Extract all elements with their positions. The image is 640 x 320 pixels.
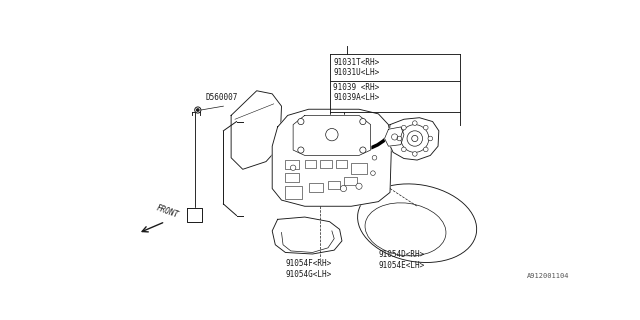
Text: 91054D<RH>
91054E<LH>: 91054D<RH> 91054E<LH> xyxy=(378,250,424,269)
Circle shape xyxy=(356,183,362,189)
Circle shape xyxy=(291,165,296,171)
Circle shape xyxy=(196,109,199,111)
Circle shape xyxy=(326,129,338,141)
Bar xyxy=(285,173,300,182)
Bar xyxy=(305,160,316,168)
Polygon shape xyxy=(231,91,282,169)
Circle shape xyxy=(371,171,375,175)
Text: A912001104: A912001104 xyxy=(527,273,570,279)
Bar xyxy=(328,181,340,188)
Bar xyxy=(285,160,300,169)
Text: FRONT: FRONT xyxy=(155,204,180,220)
Polygon shape xyxy=(272,217,342,254)
Circle shape xyxy=(298,118,304,124)
Circle shape xyxy=(412,121,417,125)
Bar xyxy=(320,160,332,168)
Text: 91054F<RH>
91054G<LH>: 91054F<RH> 91054G<LH> xyxy=(285,260,332,279)
Bar xyxy=(308,183,323,192)
Polygon shape xyxy=(272,109,392,206)
Text: 91031T<RH>
91031U<LH>: 91031T<RH> 91031U<LH> xyxy=(333,58,380,77)
Circle shape xyxy=(340,186,347,192)
Bar xyxy=(285,186,303,198)
Ellipse shape xyxy=(358,184,477,262)
Polygon shape xyxy=(385,127,404,146)
Circle shape xyxy=(424,125,428,130)
Circle shape xyxy=(372,156,377,160)
Circle shape xyxy=(424,147,428,152)
Bar xyxy=(336,160,348,168)
Circle shape xyxy=(360,118,366,124)
Polygon shape xyxy=(293,116,371,156)
Circle shape xyxy=(401,125,406,130)
Circle shape xyxy=(412,152,417,156)
Circle shape xyxy=(401,147,406,152)
Circle shape xyxy=(195,107,201,113)
Bar xyxy=(351,163,367,174)
Polygon shape xyxy=(187,208,202,222)
Circle shape xyxy=(298,147,304,153)
Bar xyxy=(344,177,358,185)
Circle shape xyxy=(397,136,402,141)
Polygon shape xyxy=(388,118,439,160)
Circle shape xyxy=(360,147,366,153)
Text: 91039 <RH>
91039A<LH>: 91039 <RH> 91039A<LH> xyxy=(333,83,380,102)
Text: D560007: D560007 xyxy=(205,92,238,101)
Circle shape xyxy=(428,136,433,141)
